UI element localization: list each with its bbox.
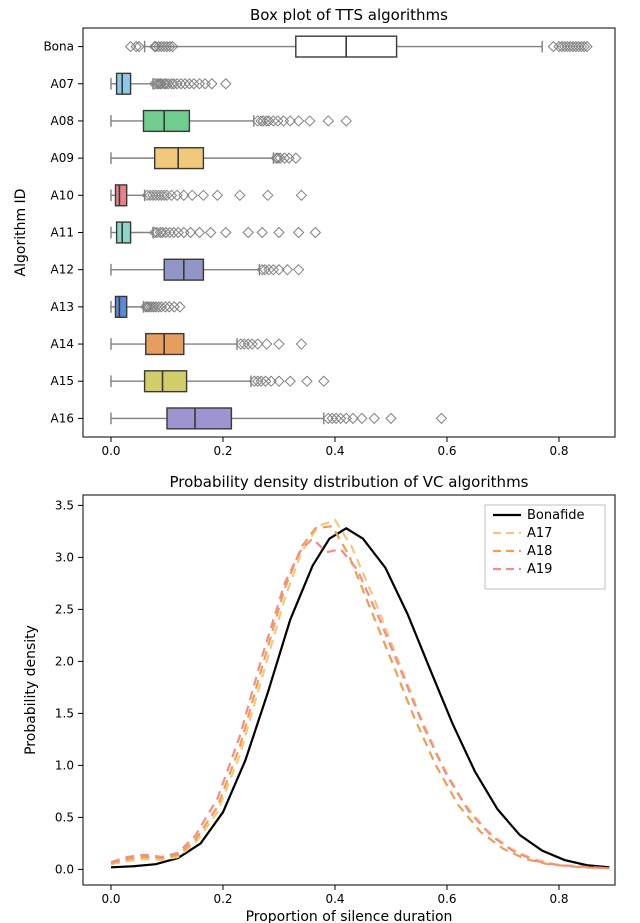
- outlier-diamond: [221, 228, 231, 238]
- figure: Box plot of TTS algorithms 0.0 0.2 0.4 0.6 0.…: [0, 0, 640, 923]
- legend-label: A19: [527, 562, 552, 577]
- outlier-diamond: [274, 339, 284, 349]
- density-ytick-label: 0.0: [55, 862, 74, 876]
- legend-label: Bonafide: [527, 508, 585, 523]
- box: [115, 296, 126, 317]
- boxplot-xtick-label: 0.4: [325, 444, 344, 458]
- density-ytick-label: 1.0: [55, 758, 74, 772]
- outlier-diamond: [319, 376, 329, 386]
- legend-label: A18: [527, 544, 552, 559]
- outlier-diamond: [310, 228, 320, 238]
- boxplot-ytick-label: A13: [51, 300, 74, 314]
- outlier-diamond: [294, 265, 304, 275]
- outlier-diamond: [436, 413, 446, 423]
- boxplot-xtick-label: 0.2: [213, 444, 232, 458]
- outlier-diamond: [257, 228, 267, 238]
- density-ytick-label: 2.0: [55, 654, 74, 668]
- boxplot-xtick-label: 0.0: [101, 444, 120, 458]
- density-xtick-label: 0.8: [549, 892, 568, 906]
- outlier-diamond: [243, 339, 253, 349]
- boxplot-ytick-label: Bona: [43, 40, 74, 54]
- boxplot-ytick-label: A07: [51, 77, 74, 91]
- boxplot-xtick-label: 0.8: [549, 444, 568, 458]
- density-xtick-label: 0.2: [213, 892, 232, 906]
- box: [117, 222, 131, 243]
- outlier-diamond: [221, 79, 231, 89]
- density-ytick-label: 2.5: [55, 602, 74, 616]
- outlier-diamond: [212, 190, 222, 200]
- density-xtick-label: 0.4: [325, 892, 344, 906]
- boxplot-ytick-label: A11: [51, 226, 74, 240]
- boxplot-ytick-label: A16: [51, 411, 74, 425]
- box: [117, 73, 131, 94]
- density-ylabel: Probability density: [23, 625, 39, 755]
- box: [143, 111, 189, 132]
- boxplot-ytick-label: A12: [51, 263, 74, 277]
- boxplot-ytick-label: A14: [51, 337, 74, 351]
- density-xtick-label: 0.0: [101, 892, 120, 906]
- legend-label: A17: [527, 526, 552, 541]
- outlier-diamond: [305, 116, 315, 126]
- boxplot-ytick-label: A08: [51, 114, 74, 128]
- boxplot-ytick-label: A09: [51, 151, 74, 165]
- density-xtick-label: 0.6: [437, 892, 456, 906]
- box: [155, 148, 204, 169]
- outlier-diamond: [285, 376, 295, 386]
- box: [115, 185, 126, 206]
- density-xlabel: Proportion of silence duration: [246, 909, 453, 923]
- boxplot-title: Box plot of TTS algorithms: [250, 6, 448, 24]
- outlier-diamond: [341, 116, 351, 126]
- outlier-diamond: [198, 190, 208, 200]
- figure-svg: Box plot of TTS algorithms 0.0 0.2 0.4 0.6 0.…: [0, 0, 640, 923]
- boxplot-ytick-label: A10: [51, 188, 74, 202]
- outlier-diamond: [235, 190, 245, 200]
- box: [167, 408, 231, 429]
- density-ytick-label: 3.0: [55, 550, 74, 564]
- outlier-diamond: [369, 413, 379, 423]
- outlier-diamond: [263, 190, 273, 200]
- outlier-diamond: [207, 79, 217, 89]
- box: [145, 371, 187, 392]
- outlier-diamond: [323, 116, 333, 126]
- boxplot-xtick-label: 0.6: [437, 444, 456, 458]
- outlier-diamond: [296, 339, 306, 349]
- outlier-diamond: [243, 228, 253, 238]
- density-ytick-label: 3.5: [55, 498, 74, 512]
- density-ytick-label: 0.5: [55, 810, 74, 824]
- outlier-diamond: [206, 228, 216, 238]
- boxplot-ytick-label: A15: [51, 374, 74, 388]
- outlier-diamond: [302, 376, 312, 386]
- boxplot-ylabel: Algorithm ID: [13, 189, 29, 277]
- outlier-diamond: [291, 153, 301, 163]
- density-ytick-label: 1.5: [55, 706, 74, 720]
- density-title: Probability density distribution of VC a…: [169, 473, 528, 491]
- outlier-diamond: [386, 413, 396, 423]
- outlier-diamond: [296, 190, 306, 200]
- outlier-diamond: [274, 228, 284, 238]
- outlier-diamond: [294, 228, 304, 238]
